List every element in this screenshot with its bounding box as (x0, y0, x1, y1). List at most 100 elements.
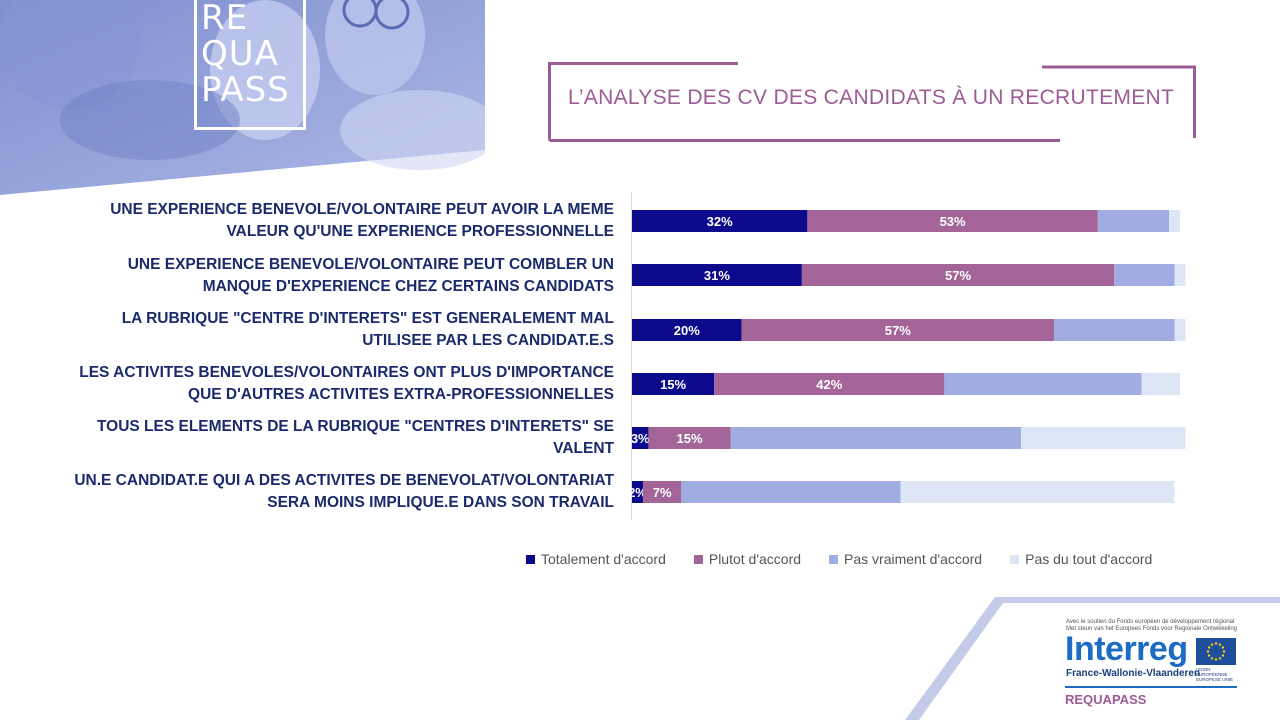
category-label-5: TOUS LES ELEMENTS DE LA RUBRIQUE "CENTRE… (54, 416, 614, 460)
data-label-plutot-6: 7% (653, 485, 672, 500)
interreg-wordmark: Interreg (1065, 630, 1188, 668)
eu-star (1214, 642, 1218, 645)
legend-item-plutot: Plutot d'accord (693, 551, 802, 567)
data-label-totalement-1: 32% (707, 214, 733, 229)
data-label-totalement-6: 2% (628, 485, 647, 500)
eu-star (1207, 654, 1211, 657)
category-label-2: UNE EXPERIENCE BENEVOLE/VOLONTAIRE PEUT … (54, 254, 614, 298)
bar-totalement-1 (632, 210, 808, 232)
data-label-plutot-1: 53% (940, 214, 966, 229)
category-label-1-line-1: UNE EXPERIENCE BENEVOLE/VOLONTAIRE PEUT … (110, 201, 614, 218)
eu-label-nl: EUROPESE UNIE (1196, 677, 1234, 682)
eu-label-fr: UNION EUROPÉENNE (1196, 667, 1228, 677)
bar-totalement-4 (632, 373, 715, 395)
bar-pas-du-tout-5 (1021, 427, 1186, 449)
eu-star (1218, 657, 1222, 660)
category-label-2-line-2: MANQUE D'EXPERIENCE CHEZ CERTAINS CANDID… (202, 278, 614, 295)
eu-star (1206, 650, 1210, 653)
eu-star (1221, 654, 1225, 657)
legend-label-pas-vraiment: Pas vraiment d'accord (844, 551, 983, 567)
bar-pas-vraiment-2 (1114, 264, 1175, 286)
bar-pas-du-tout-2 (1174, 264, 1186, 286)
logo-line-2: QUA (201, 34, 279, 74)
category-label-5-line-1: TOUS LES ELEMENTS DE LA RUBRIQUE "CENTRE… (96, 418, 614, 435)
bar-pas-vraiment-1 (1097, 210, 1170, 232)
legend-swatch-totalement (526, 554, 535, 564)
category-label-4-line-2: QUE D'AUTRES ACTIVITES EXTRA-PROFESSIONN… (188, 386, 614, 403)
header-photo-banner (0, 0, 485, 195)
legend-item-pas-du-tout: Pas du tout d'accord (1010, 551, 1152, 567)
bars-layer: 32% 53% 31% 57% 20% 57% 15% 42% 3% 15% 2% 7% (628, 210, 1186, 503)
legend-label-plutot: Plutot d'accord (708, 551, 802, 567)
bar-pas-du-tout-1 (1169, 210, 1180, 232)
bar-pas-vraiment-3 (1053, 319, 1175, 341)
category-label-6-line-2: SERA MOINS IMPLIQUE.E DANS SON TRAVAIL (267, 494, 614, 511)
eu-star (1218, 643, 1222, 646)
bar-totalement-3 (632, 319, 742, 341)
header-photo (0, 0, 485, 195)
bar-plutot-1 (807, 210, 1098, 232)
legend-label-totalement: Totalement d'accord (541, 551, 666, 567)
erdf-support-fr: Avec le soutien du Fonds européen de dév… (1066, 619, 1235, 625)
title-frame (548, 62, 1196, 142)
bar-plutot-5 (648, 427, 731, 449)
category-label-1: UNE EXPERIENCE BENEVOLE/VOLONTAIRE PEUT … (54, 199, 614, 243)
erdf-support-nl: Met steun van het Europees Fonds voor Re… (1066, 626, 1238, 632)
requapass-logo: RE QUA PASS (194, 0, 306, 130)
category-label-4-line-1: LES ACTIVITES BENEVOLES/VOLONTAIRES ONT … (79, 364, 614, 381)
data-label-plutot-3: 57% (885, 323, 911, 338)
bar-pas-du-tout-6 (900, 481, 1175, 503)
data-label-plutot-5: 15% (677, 431, 703, 446)
category-label-1-line-2: VALEUR QU'UNE EXPERIENCE PROFESSIONNELLE (226, 223, 614, 240)
data-label-totalement-5: 3% (631, 431, 650, 446)
bar-totalement-2 (632, 264, 802, 286)
bar-pas-du-tout-3 (1174, 319, 1186, 341)
category-label-6: UN.E CANDIDAT.E QUI A DES ACTIVITES DE B… (54, 470, 614, 514)
legend-swatch-pas-du-tout (1010, 554, 1020, 564)
bar-pas-vraiment-5 (730, 427, 1022, 449)
eu-label: UNION EUROPÉENNE EUROPESE UNIE (1196, 667, 1240, 682)
legend: Totalement d'accord Plutot d'accord Pas … (526, 551, 1152, 567)
bar-totalement-6 (632, 481, 643, 503)
eu-star (1210, 643, 1214, 646)
eu-star (1210, 657, 1214, 660)
eu-star (1222, 650, 1226, 653)
bar-pas-vraiment-6 (681, 481, 901, 503)
interreg-divider (1065, 686, 1237, 688)
legend-item-totalement: Totalement d'accord (526, 551, 666, 567)
page-title: L’ANALYSE DES CV DES CANDIDATS À UN RECR… (568, 86, 1175, 109)
category-label-4: LES ACTIVITES BENEVOLES/VOLONTAIRES ONT … (54, 362, 614, 406)
eu-star (1207, 646, 1211, 649)
eu-stars (1206, 642, 1226, 661)
footer-background (905, 597, 1280, 720)
eu-star (1214, 658, 1218, 661)
legend-swatch-pas-vraiment (829, 554, 839, 564)
logo-line-1: RE (201, 0, 249, 38)
bar-plutot-6 (642, 481, 682, 503)
bar-plutot-3 (741, 319, 1054, 341)
bar-pas-vraiment-4 (944, 373, 1142, 395)
data-label-totalement-4: 15% (660, 377, 686, 392)
category-label-3-line-1: LA RUBRIQUE "CENTRE D'INTERETS" EST GENE… (121, 310, 614, 327)
data-label-plutot-2: 57% (945, 268, 971, 283)
bar-plutot-2 (801, 264, 1115, 286)
bar-totalement-5 (632, 427, 649, 449)
legend-swatch-plutot (693, 554, 703, 564)
category-label-3: LA RUBRIQUE "CENTRE D'INTERETS" EST GENE… (54, 308, 614, 352)
data-label-totalement-3: 20% (674, 323, 700, 338)
legend-item-pas-vraiment: Pas vraiment d'accord (829, 551, 982, 567)
category-label-5-line-2: VALENT (553, 440, 614, 457)
data-label-totalement-2: 31% (704, 268, 730, 283)
data-label-plutot-4: 42% (816, 377, 842, 392)
interreg-region: France-Wallonie-Vlaanderen (1066, 668, 1201, 679)
bar-pas-du-tout-4 (1141, 373, 1180, 395)
category-label-3-line-2: UTILISEE PAR LES CANDIDAT.E.S (362, 332, 614, 349)
eu-star (1221, 646, 1225, 649)
legend-label-pas-du-tout: Pas du tout d'accord (1025, 551, 1153, 567)
category-label-6-line-1: UN.E CANDIDAT.E QUI A DES ACTIVITES DE B… (74, 472, 614, 489)
bar-plutot-4 (714, 373, 945, 395)
footer-project-name: REQUAPASS (1065, 692, 1147, 707)
eu-flag-icon (1196, 638, 1236, 665)
logo-line-3: PASS (201, 70, 290, 110)
